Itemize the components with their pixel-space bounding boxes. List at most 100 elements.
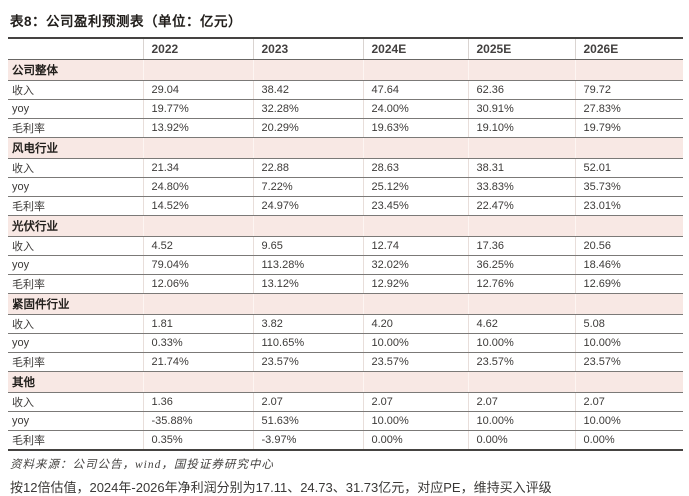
cell-value: 52.01 xyxy=(574,158,683,178)
cell-value: 10.00% xyxy=(467,333,575,353)
cell-value: 2.07 xyxy=(362,392,468,412)
cell-value: 28.63 xyxy=(362,158,468,178)
cell-value: 23.45% xyxy=(362,196,468,216)
cell-value: 23.57% xyxy=(467,352,575,372)
cell-value: 10.00% xyxy=(467,411,575,431)
cell-value: 10.00% xyxy=(362,333,468,353)
column-header-2024e: 2024E xyxy=(362,39,468,60)
section-cell-empty xyxy=(142,59,253,81)
cell-value: 25.12% xyxy=(362,177,468,197)
section-cell-empty xyxy=(252,371,363,393)
section-label: 公司整体 xyxy=(8,59,143,81)
forecast-table: 2022 2023 2024E 2025E 2026E 公司整体 收入 29.04 3… xyxy=(8,39,683,451)
section-cell-empty xyxy=(574,371,683,393)
cell-value: 9.65 xyxy=(252,236,363,256)
section-cell-empty xyxy=(142,293,253,315)
data-row: 毛利率 21.74% 23.57% 23.57% 23.57% 23.57% xyxy=(8,352,683,372)
section-cell-empty xyxy=(252,59,363,81)
cell-value: 19.79% xyxy=(574,118,683,138)
section-cell-empty xyxy=(252,293,363,315)
cell-value: 23.57% xyxy=(252,352,363,372)
column-header-label xyxy=(8,39,143,60)
data-row: 毛利率 0.35% -3.97% 0.00% 0.00% 0.00% xyxy=(8,430,683,451)
cell-value: 110.65% xyxy=(252,333,363,353)
cell-value: 13.92% xyxy=(142,118,253,138)
cell-value: 19.10% xyxy=(467,118,575,138)
data-row: 毛利率 13.92% 20.29% 19.63% 19.10% 19.79% xyxy=(8,118,683,138)
data-row: 收入 29.04 38.42 47.64 62.36 79.72 xyxy=(8,80,683,100)
column-header-2025e: 2025E xyxy=(467,39,575,60)
cell-value: 12.74 xyxy=(362,236,468,256)
row-label: yoy xyxy=(8,411,143,431)
section-cell-empty xyxy=(574,137,683,159)
section-header-row: 光伏行业 xyxy=(8,215,683,237)
cell-value: 2.07 xyxy=(252,392,363,412)
report-table-block: 表8：公司盈利预测表（单位：亿元） 2022 2023 2024E 2025E … xyxy=(8,4,683,472)
cell-value: 36.25% xyxy=(467,255,575,275)
data-row: 毛利率 14.52% 24.97% 23.45% 22.47% 23.01% xyxy=(8,196,683,216)
data-row: yoy 0.33% 110.65% 10.00% 10.00% 10.00% xyxy=(8,333,683,353)
cell-value: 10.00% xyxy=(574,411,683,431)
cell-value: 12.76% xyxy=(467,274,575,294)
data-row: yoy 19.77% 32.28% 24.00% 30.91% 27.83% xyxy=(8,99,683,119)
row-label: yoy xyxy=(8,255,143,275)
cell-value: 23.01% xyxy=(574,196,683,216)
cell-value: 12.69% xyxy=(574,274,683,294)
cell-value: 19.63% xyxy=(362,118,468,138)
section-header-row: 风电行业 xyxy=(8,137,683,159)
cell-value: 14.52% xyxy=(142,196,253,216)
cell-value: 22.88 xyxy=(252,158,363,178)
cell-value: 32.02% xyxy=(362,255,468,275)
section-cell-empty xyxy=(467,215,575,237)
data-row: yoy -35.88% 51.63% 10.00% 10.00% 10.00% xyxy=(8,411,683,431)
cell-value: 23.57% xyxy=(574,352,683,372)
row-label: 毛利率 xyxy=(8,274,143,294)
cell-value: 51.63% xyxy=(252,411,363,431)
cell-value: 0.35% xyxy=(142,430,253,451)
cell-value: 32.28% xyxy=(252,99,363,119)
cell-value: 12.06% xyxy=(142,274,253,294)
cell-value: 0.00% xyxy=(574,430,683,451)
section-cell-empty xyxy=(467,293,575,315)
section-cell-empty xyxy=(574,215,683,237)
section-header-row: 紧固件行业 xyxy=(8,293,683,315)
section-cell-empty xyxy=(142,371,253,393)
cell-value: 79.72 xyxy=(574,80,683,100)
row-label: 收入 xyxy=(8,80,143,100)
row-label: 毛利率 xyxy=(8,118,143,138)
section-cell-empty xyxy=(574,59,683,81)
cell-value: 5.08 xyxy=(574,314,683,334)
table-body: 公司整体 收入 29.04 38.42 47.64 62.36 79.72 yoy 19.77%… xyxy=(8,59,683,451)
data-row: 收入 4.52 9.65 12.74 17.36 20.56 xyxy=(8,236,683,256)
row-label: yoy xyxy=(8,333,143,353)
cell-value: 2.07 xyxy=(467,392,575,412)
cell-value: 38.31 xyxy=(467,158,575,178)
row-label: 毛利率 xyxy=(8,352,143,372)
data-row: yoy 24.80% 7.22% 25.12% 33.83% 35.73% xyxy=(8,177,683,197)
cell-value: 21.74% xyxy=(142,352,253,372)
cell-value: 35.73% xyxy=(574,177,683,197)
table-title: 表8：公司盈利预测表（单位：亿元） xyxy=(8,4,683,39)
cell-value: 29.04 xyxy=(142,80,253,100)
section-cell-empty xyxy=(467,371,575,393)
cell-value: 3.82 xyxy=(252,314,363,334)
section-cell-empty xyxy=(467,137,575,159)
cell-value: 21.34 xyxy=(142,158,253,178)
row-label: 毛利率 xyxy=(8,196,143,216)
section-cell-empty xyxy=(252,137,363,159)
cell-value: -35.88% xyxy=(142,411,253,431)
cell-value: 79.04% xyxy=(142,255,253,275)
column-header-2023: 2023 xyxy=(252,39,363,60)
cell-value: 4.62 xyxy=(467,314,575,334)
row-label: yoy xyxy=(8,177,143,197)
section-label: 光伏行业 xyxy=(8,215,143,237)
section-header-row: 公司整体 xyxy=(8,59,683,81)
cell-value: 4.20 xyxy=(362,314,468,334)
cell-value: 24.97% xyxy=(252,196,363,216)
cell-value: 13.12% xyxy=(252,274,363,294)
cell-value: 18.46% xyxy=(574,255,683,275)
cell-value: 10.00% xyxy=(574,333,683,353)
section-cell-empty xyxy=(142,215,253,237)
cell-value: 7.22% xyxy=(252,177,363,197)
data-row: 收入 21.34 22.88 28.63 38.31 52.01 xyxy=(8,158,683,178)
